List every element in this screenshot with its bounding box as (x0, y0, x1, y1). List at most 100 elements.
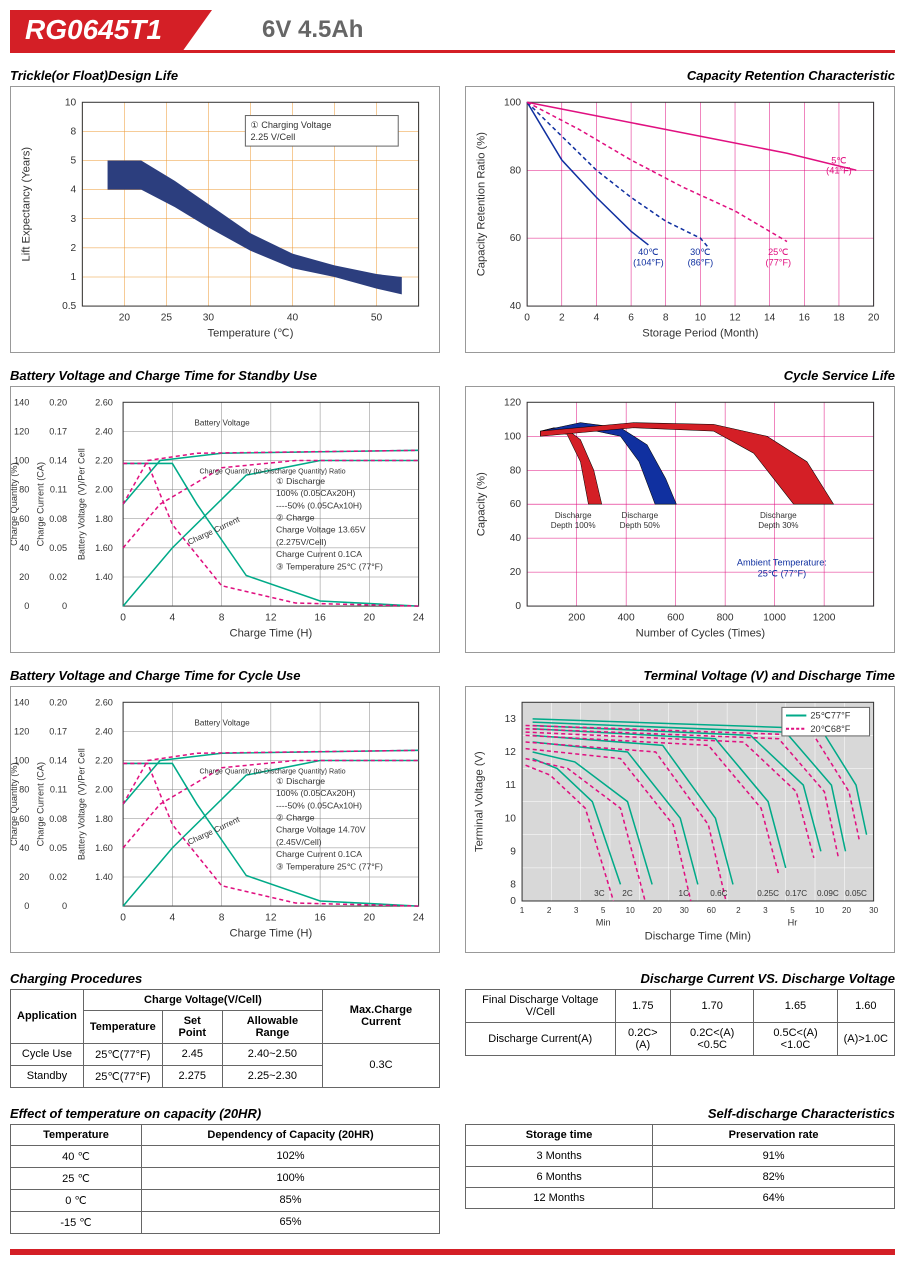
svg-text:Charge Quantity (to-Discharge: Charge Quantity (to-Discharge Quantity) … (200, 468, 346, 476)
svg-text:Discharge: Discharge (555, 511, 592, 520)
svg-text:Ambient Temperature:: Ambient Temperature: (737, 557, 827, 567)
svg-text:----50% (0.05CAx10H): ----50% (0.05CAx10H) (276, 500, 362, 510)
svg-text:20: 20 (19, 872, 29, 882)
svg-text:Charge Current (CA): Charge Current (CA) (36, 462, 46, 546)
svg-text:0: 0 (24, 601, 29, 611)
standby-panel: Battery Voltage and Charge Time for Stan… (10, 368, 440, 653)
svg-text:800: 800 (717, 612, 734, 623)
svg-text:Charge Current: Charge Current (186, 515, 241, 547)
chart-title: Capacity Retention Characteristic (465, 68, 895, 83)
svg-text:12: 12 (265, 612, 277, 623)
svg-text:16: 16 (314, 912, 326, 923)
svg-text:② Charge: ② Charge (276, 812, 315, 822)
svg-text:40: 40 (510, 533, 522, 544)
cyclelife-panel: Cycle Service Life DischargeDepth 100%Di… (465, 368, 895, 653)
svg-text:8: 8 (510, 879, 516, 890)
temp-table: TemperatureDependency of Capacity (20HR)… (10, 1124, 440, 1234)
svg-text:(86°F): (86°F) (688, 257, 714, 267)
svg-text:16: 16 (799, 312, 811, 323)
svg-text:40: 40 (19, 543, 29, 553)
svg-text:Charge Quantity (to-Discharge: Charge Quantity (to-Discharge Quantity) … (200, 767, 346, 775)
svg-text:Number of Cycles (Times): Number of Cycles (Times) (636, 628, 766, 640)
svg-text:9: 9 (510, 846, 516, 857)
chart-title: Cycle Service Life (465, 368, 895, 383)
charts-grid: Trickle(or Float)Design Life 0.512345810… (10, 68, 895, 953)
svg-text:14: 14 (764, 312, 776, 323)
svg-text:0.14: 0.14 (49, 755, 67, 765)
svg-text:80: 80 (510, 465, 522, 476)
svg-text:200: 200 (568, 612, 585, 623)
retention-chart: 40℃(104°F)30℃(86°F)25℃(77°F)5℃(41°F)0246… (466, 87, 894, 352)
svg-text:Lift Expectancy (Years): Lift Expectancy (Years) (20, 147, 32, 262)
svg-text:24: 24 (413, 912, 425, 923)
svg-text:Charge Current: Charge Current (186, 814, 241, 846)
svg-text:30℃: 30℃ (690, 247, 710, 257)
svg-text:Temperature (℃): Temperature (℃) (208, 328, 294, 340)
svg-text:(2.45V/Cell): (2.45V/Cell) (276, 837, 322, 847)
self-table-wrap: Self-discharge Characteristics Storage t… (465, 1106, 895, 1234)
cycle-chart: 048121620241401201008060402000.200.170.1… (11, 687, 439, 952)
svg-text:100: 100 (504, 97, 521, 108)
svg-text:12: 12 (505, 747, 517, 758)
self-table: Storage timePreservation rate3 Months91%… (465, 1124, 895, 1209)
svg-text:20: 20 (364, 912, 376, 923)
svg-text:2.00: 2.00 (95, 785, 113, 795)
svg-text:2C: 2C (622, 889, 633, 898)
svg-text:0.08: 0.08 (49, 814, 67, 824)
svg-text:120: 120 (504, 397, 521, 408)
svg-text:0.14: 0.14 (49, 456, 67, 466)
terminal-panel: Terminal Voltage (V) and Discharge Time … (465, 668, 895, 953)
svg-text:1200: 1200 (813, 612, 836, 623)
svg-text:3: 3 (574, 906, 579, 915)
svg-text:① Charging Voltage: ① Charging Voltage (250, 120, 331, 130)
spec: 6V 4.5Ah (262, 16, 363, 44)
svg-text:12: 12 (729, 312, 741, 323)
svg-text:8: 8 (71, 126, 77, 137)
svg-text:25℃: 25℃ (768, 247, 788, 257)
svg-text:18: 18 (833, 312, 845, 323)
svg-text:1.80: 1.80 (95, 514, 113, 524)
svg-text:140: 140 (14, 697, 29, 707)
svg-text:120: 120 (14, 426, 29, 436)
svg-text:Discharge: Discharge (621, 511, 658, 520)
svg-text:2.60: 2.60 (95, 397, 113, 407)
svg-text:3: 3 (763, 906, 768, 915)
svg-text:13: 13 (505, 714, 517, 725)
svg-text:8: 8 (663, 312, 669, 323)
svg-text:2: 2 (736, 906, 741, 915)
svg-text:1.80: 1.80 (95, 814, 113, 824)
table-title: Discharge Current VS. Discharge Voltage (465, 971, 895, 986)
svg-text:2.00: 2.00 (95, 485, 113, 495)
svg-text:4: 4 (71, 185, 77, 196)
svg-text:0.05C: 0.05C (845, 889, 867, 898)
svg-text:100% (0.05CAx20H): 100% (0.05CAx20H) (276, 788, 356, 798)
svg-text:140: 140 (14, 397, 29, 407)
model-number: RG0645T1 (10, 10, 182, 50)
svg-text:1.40: 1.40 (95, 872, 113, 882)
svg-text:Charge Quantity (%): Charge Quantity (%) (11, 762, 19, 845)
discharge-table-wrap: Discharge Current VS. Discharge Voltage … (465, 971, 895, 1088)
svg-text:Depth 100%: Depth 100% (551, 521, 596, 530)
svg-text:0: 0 (62, 601, 67, 611)
chart-title: Battery Voltage and Charge Time for Stan… (10, 368, 440, 383)
svg-text:120: 120 (14, 726, 29, 736)
svg-text:(104°F): (104°F) (633, 257, 664, 267)
svg-text:0.02: 0.02 (49, 872, 67, 882)
svg-text:5: 5 (71, 156, 77, 167)
svg-text:Storage Period (Month): Storage Period (Month) (642, 328, 759, 340)
svg-text:16: 16 (314, 612, 326, 623)
svg-text:8: 8 (219, 612, 225, 623)
svg-text:600: 600 (667, 612, 684, 623)
discharge-table: Final Discharge Voltage V/Cell1.751.701.… (465, 989, 895, 1056)
svg-text:2.40: 2.40 (95, 726, 113, 736)
svg-text:Capacity (%): Capacity (%) (475, 472, 487, 536)
svg-text:1: 1 (520, 906, 525, 915)
svg-text:0.5: 0.5 (62, 301, 76, 312)
svg-text:0: 0 (120, 612, 126, 623)
charging-table-wrap: Charging Procedures ApplicationCharge Vo… (10, 971, 440, 1088)
svg-text:0.20: 0.20 (49, 697, 67, 707)
svg-text:Battery Voltage (V)/Per Cell: Battery Voltage (V)/Per Cell (76, 448, 86, 560)
svg-text:Hr: Hr (788, 917, 798, 927)
svg-text:20: 20 (364, 612, 376, 623)
svg-text:----50% (0.05CAx10H): ----50% (0.05CAx10H) (276, 800, 362, 810)
